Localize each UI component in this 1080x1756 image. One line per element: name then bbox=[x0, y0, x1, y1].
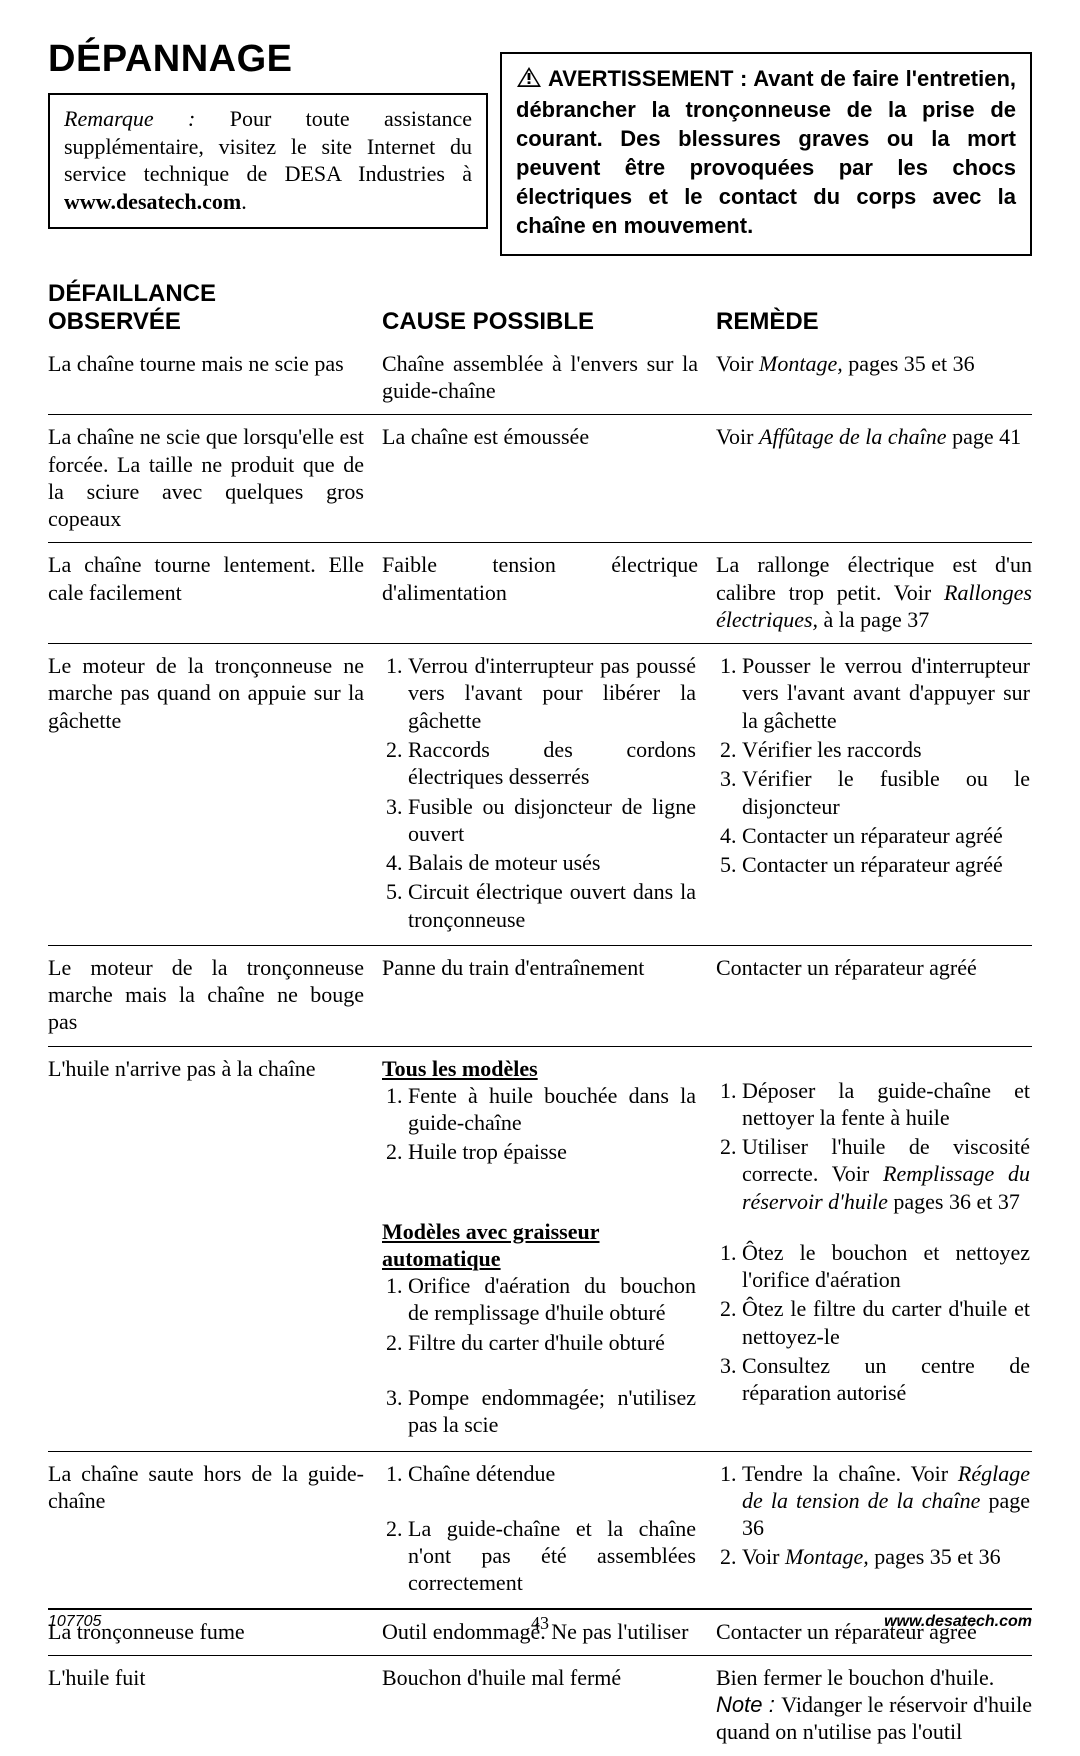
remedy-cell: Voir Montage, pages 35 et 36 bbox=[716, 350, 1032, 405]
remedy-cell: Voir Affûtage de la chaîne page 41 bbox=[716, 423, 1032, 532]
table-row: La chaîne tourne lentement. Elle cale fa… bbox=[48, 543, 1032, 644]
page-footer: 107705 43 www.desatech.com bbox=[48, 1608, 1032, 1631]
footer-page-number: 43 bbox=[48, 1613, 1032, 1634]
table-row: Le moteur de la tronçonneuse marche mais… bbox=[48, 946, 1032, 1047]
cause-cell: La chaîne est émoussée bbox=[382, 423, 716, 532]
remark-url: www.desatech.com bbox=[64, 189, 241, 214]
remark-suffix: . bbox=[241, 189, 247, 214]
remedy-cell: La rallonge électrique est d'un calibre … bbox=[716, 551, 1032, 633]
failure-cell: La chaîne tourne lentement. Elle cale fa… bbox=[48, 551, 382, 633]
remedy-cell: Déposer la guide-chaîne et nettoyer la f… bbox=[716, 1055, 1032, 1441]
cause-cell: Bouchon d'huile mal fermé bbox=[382, 1664, 716, 1746]
remedy-cell: Bien fermer le bouchon d'huile. Note : V… bbox=[716, 1664, 1032, 1746]
cause-cell: Faible tension électrique d'alimentation bbox=[382, 551, 716, 633]
left-header-column: DÉPANNAGE Remarque : Pour toute assistan… bbox=[48, 38, 488, 229]
remedy-cell: Contacter un réparateur agréé bbox=[716, 954, 1032, 1036]
subhead-all-models: Tous les modèles bbox=[382, 1055, 698, 1082]
remark-label: Remarque : bbox=[64, 106, 230, 131]
failure-cell: Le moteur de la tronçonneuse ne marche p… bbox=[48, 652, 382, 935]
page-title: DÉPANNAGE bbox=[48, 38, 488, 81]
failure-cell: La chaîne saute hors de la guide-chaîne bbox=[48, 1460, 382, 1599]
cause-cell: Tous les modèles Fente à huile bouchée d… bbox=[382, 1055, 716, 1441]
subhead-auto-oiler: Modèles avec graisseur automatique bbox=[382, 1218, 698, 1273]
table-header: DÉFAILLANCEOBSERVÉE CAUSE POSSIBLE REMÈD… bbox=[48, 280, 1032, 336]
table-row: La chaîne saute hors de la guide-chaîne … bbox=[48, 1452, 1032, 1610]
warning-box: AVERTISSEMENT : Avant de faire l'entreti… bbox=[500, 52, 1032, 256]
failure-cell: La chaîne tourne mais ne scie pas bbox=[48, 350, 382, 405]
failure-cell: L'huile n'arrive pas à la chaîne bbox=[48, 1055, 382, 1441]
remedy-cell: Tendre la chaîne. Voir Réglage de la ten… bbox=[716, 1460, 1032, 1599]
remark-box: Remarque : Pour toute assistance supplém… bbox=[48, 93, 488, 229]
note-label: Note : bbox=[716, 1692, 781, 1717]
table-row: Le moteur de la tronçonneuse ne marche p… bbox=[48, 644, 1032, 946]
cause-cell: Chaîne assemblée à l'envers sur la guide… bbox=[382, 350, 716, 405]
warning-text: Avant de faire l'entretien, débrancher l… bbox=[516, 66, 1016, 238]
page: DÉPANNAGE Remarque : Pour toute assistan… bbox=[0, 0, 1080, 1669]
cause-cell: Verrou d'interrupteur pas poussé vers l'… bbox=[382, 652, 716, 935]
table-row: L'huile n'arrive pas à la chaîne Tous le… bbox=[48, 1047, 1032, 1452]
warning-label: AVERTISSEMENT : bbox=[548, 66, 753, 91]
header-cause: CAUSE POSSIBLE bbox=[382, 280, 716, 336]
cause-cell: Chaîne détendue La guide-chaîne et la ch… bbox=[382, 1460, 716, 1599]
table-row: La chaîne tourne mais ne scie pas Chaîne… bbox=[48, 342, 1032, 416]
table-row: L'huile fuit Bouchon d'huile mal fermé B… bbox=[48, 1656, 1032, 1756]
failure-cell: La chaîne ne scie que lorsqu'elle est fo… bbox=[48, 423, 382, 532]
troubleshooting-table: DÉFAILLANCEOBSERVÉE CAUSE POSSIBLE REMÈD… bbox=[48, 280, 1032, 1755]
header-failure: DÉFAILLANCEOBSERVÉE bbox=[48, 280, 382, 336]
remedy-cell: Pousser le verrou d'interrupteur vers l'… bbox=[716, 652, 1032, 935]
warning-icon bbox=[516, 66, 542, 95]
cause-cell: Panne du train d'entraînement bbox=[382, 954, 716, 1036]
failure-cell: Le moteur de la tronçonneuse marche mais… bbox=[48, 954, 382, 1036]
table-row: La chaîne ne scie que lorsqu'elle est fo… bbox=[48, 415, 1032, 543]
header-row: DÉPANNAGE Remarque : Pour toute assistan… bbox=[48, 38, 1032, 256]
failure-cell: L'huile fuit bbox=[48, 1664, 382, 1746]
header-remedy: REMÈDE bbox=[716, 280, 1032, 336]
